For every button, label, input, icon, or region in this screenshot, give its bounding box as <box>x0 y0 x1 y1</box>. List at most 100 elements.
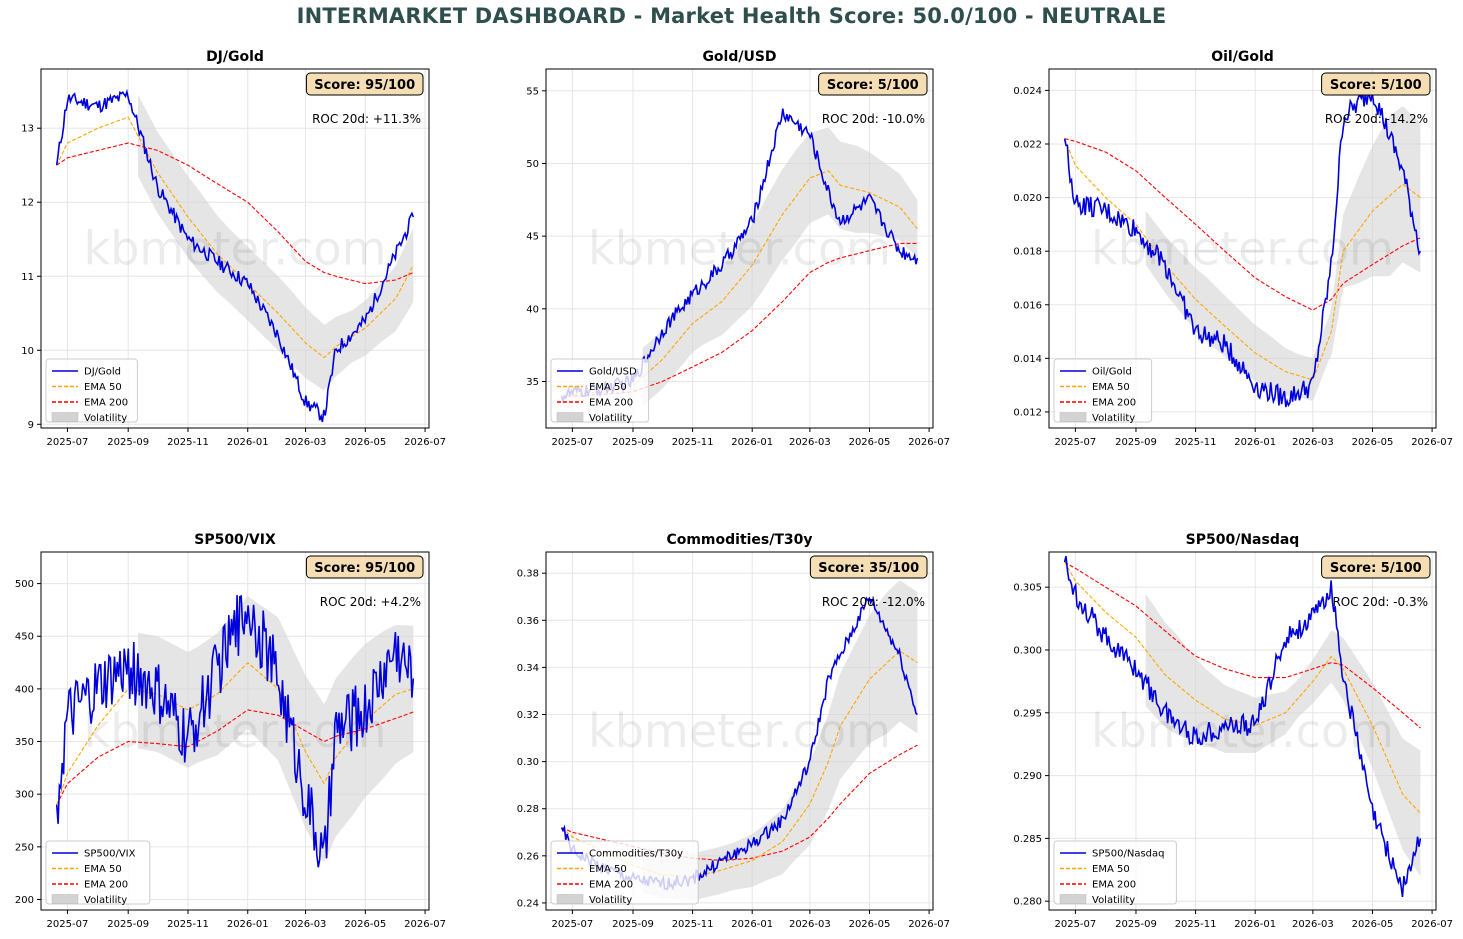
ema200-line <box>1064 561 1421 729</box>
price-line <box>55 594 415 868</box>
x-tick-label: 2026-07 <box>1411 919 1453 930</box>
y-tick-label: 0.26 <box>517 851 539 862</box>
y-tick-label: 0.34 <box>517 663 539 674</box>
x-tick-label: 2026-07 <box>908 437 950 448</box>
chart-title: Commodities/T30y <box>666 532 812 548</box>
y-tick-label: 0.30 <box>517 757 539 768</box>
x-tick-label: 2026-07 <box>908 919 950 930</box>
score-label: Score: 5/100 <box>1330 561 1422 576</box>
score-label: Score: 5/100 <box>1330 78 1422 93</box>
y-tick-label: 250 <box>15 842 34 853</box>
x-tick-label: 2025-09 <box>612 437 654 448</box>
x-tick-label: 2026-03 <box>789 437 831 448</box>
y-tick-label: 35 <box>526 377 539 388</box>
legend-volatility-label: Volatility <box>84 895 127 906</box>
x-tick-label: 2025-09 <box>1115 919 1157 930</box>
y-tick-label: 400 <box>15 684 34 695</box>
x-tick-label: 2026-01 <box>227 437 269 448</box>
y-tick-label: 350 <box>15 737 34 748</box>
volatility-band <box>642 127 918 407</box>
x-tick-label: 2026-03 <box>789 919 831 930</box>
y-tick-label: 0.280 <box>1013 897 1042 908</box>
x-tick-label: 2025-11 <box>1175 437 1217 448</box>
legend-volatility-swatch <box>556 412 584 422</box>
y-tick-label: 0.305 <box>1013 583 1042 594</box>
score-label: Score: 5/100 <box>827 78 919 93</box>
x-tick-label: 2026-05 <box>344 437 386 448</box>
legend-ema200-label: EMA 200 <box>84 880 128 891</box>
legend-price-label: SP500/VIX <box>84 849 136 860</box>
chart-panel-5: kbmeter.com 2025-07 2025-09 2025-11 2026-01 2… <box>517 532 950 930</box>
x-tick-label: 2025-07 <box>551 437 593 448</box>
x-tick-label: 2025-09 <box>107 919 149 930</box>
roc-label: ROC 20d: +11.3% <box>312 112 421 126</box>
x-tick-label: 2026-07 <box>404 437 446 448</box>
y-tick-label: 0.24 <box>517 898 539 909</box>
y-tick-label: 40 <box>526 304 539 315</box>
score-label: Score: 95/100 <box>314 78 415 93</box>
legend-ema50-label: EMA 50 <box>84 864 122 875</box>
x-tick-label: 2025-11 <box>1175 919 1217 930</box>
watermark: kbmeter.com <box>588 222 891 276</box>
legend-price-label: Oil/Gold <box>1092 367 1132 378</box>
y-tick-label: 500 <box>15 579 34 590</box>
legend-volatility-label: Volatility <box>589 413 632 424</box>
x-tick-label: 2026-01 <box>731 919 773 930</box>
legend-box <box>45 840 151 905</box>
price-line <box>55 88 415 423</box>
y-tick-label: 0.012 <box>1013 407 1042 418</box>
x-tick-label: 2026-05 <box>849 437 891 448</box>
score-box <box>818 72 928 96</box>
y-tick-label: 13 <box>21 124 34 135</box>
roc-label: ROC 20d: +4.2% <box>320 595 421 609</box>
plot-frame <box>1048 68 1437 429</box>
y-tick-label: 0.28 <box>517 804 539 815</box>
y-tick-label: 0.300 <box>1013 645 1042 656</box>
x-tick-label: 2025-07 <box>551 919 593 930</box>
x-tick-label: 2026-03 <box>1292 919 1334 930</box>
legend-volatility-label: Volatility <box>84 413 127 424</box>
y-tick-label: 0.014 <box>1013 354 1042 365</box>
score-label: Score: 95/100 <box>314 561 415 576</box>
legend-ema200-label: EMA 200 <box>1092 880 1136 891</box>
roc-label: ROC 20d: -0.3% <box>1332 595 1428 609</box>
plot-frame <box>40 68 430 429</box>
x-tick-label: 2025-07 <box>1054 437 1096 448</box>
ema200-line <box>56 709 414 805</box>
y-tick-label: 0.290 <box>1013 771 1042 782</box>
y-tick-label: 0.285 <box>1013 834 1042 845</box>
legend-volatility-swatch <box>51 894 79 904</box>
legend-ema50-label: EMA 50 <box>1092 864 1130 875</box>
plot-frame <box>1048 551 1437 911</box>
watermark: kbmeter.com <box>1091 704 1394 758</box>
x-tick-label: 2025-07 <box>47 919 89 930</box>
y-tick-label: 12 <box>21 198 34 209</box>
legend-box <box>1053 358 1153 423</box>
plot-frame <box>545 551 934 911</box>
legend-box <box>1053 840 1177 905</box>
x-tick-label: 2025-09 <box>612 919 654 930</box>
chart-title: Gold/USD <box>702 49 776 65</box>
volatility-band <box>1145 106 1421 401</box>
volatility-band <box>1145 593 1421 877</box>
y-tick-label: 55 <box>526 86 539 97</box>
y-tick-label: 45 <box>526 232 539 243</box>
x-tick-label: 2026-03 <box>285 919 327 930</box>
legend-ema200-label: EMA 200 <box>589 880 633 891</box>
ema50-line <box>1064 138 1421 381</box>
price-line <box>1063 556 1422 898</box>
legend-volatility-swatch <box>51 412 79 422</box>
chart-panel-1: kbmeter.com 2025-07 2025-09 2025-11 2026-01 2… <box>21 49 446 448</box>
y-tick-label: 0.018 <box>1013 247 1042 258</box>
roc-label: ROC 20d: -14.2% <box>1325 112 1428 126</box>
legend-ema200-label: EMA 200 <box>84 398 128 409</box>
score-box <box>305 555 424 579</box>
legend-ema200-label: EMA 200 <box>1092 398 1136 409</box>
y-tick-label: 0.022 <box>1013 140 1042 151</box>
x-tick-label: 2025-11 <box>672 437 714 448</box>
y-tick-label: 0.024 <box>1013 86 1042 97</box>
x-tick-label: 2026-01 <box>731 437 773 448</box>
ema200-line <box>56 142 414 285</box>
